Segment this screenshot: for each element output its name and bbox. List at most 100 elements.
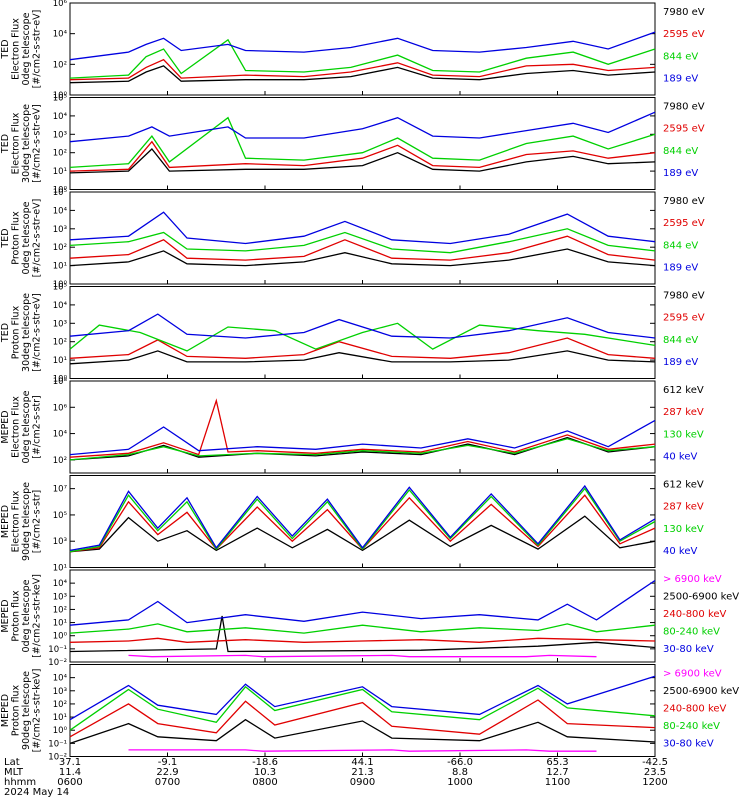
footer-hhmm-value: 0800 [252,777,277,788]
y-tick-label: 10⁸ [53,377,68,387]
y-axis-label-line: [#/cm2-s-str-keV] [32,669,43,753]
y-axis-label-line: Proton flux [11,590,22,642]
series-line [69,38,656,79]
footer-hhmm-value: 1000 [447,777,472,788]
y-tick-label: 10⁶ [53,403,68,413]
footer-row-label-lat: Lat [4,757,20,768]
series-line [69,148,656,174]
y-tick-label: 10³ [53,537,67,547]
series-line [69,579,656,626]
y-tick-label: 10⁵ [53,188,67,198]
y-tick-label: 10⁰ [53,280,68,290]
footer-mlt-value: 10.3 [254,767,276,778]
y-tick-label: 10⁻² [48,658,67,668]
y-axis-label-line: 0deg telescope [21,12,32,85]
y-tick-label: 10² [53,338,67,348]
panel-6: 10¹ 10³ 10⁵ 10⁷ MEPED Electron Flux 90deg tele… [0,475,704,574]
panel-frame [69,191,656,285]
legend-entry: 612 keV [663,385,704,396]
y-tick-label: 10⁷ [53,485,68,495]
y-axis-label-line: Proton Flux [11,305,22,359]
footer-mlt-value: 8.8 [452,767,468,778]
y-axis-label-line: [#/cm2-s-str-eV] [32,293,43,372]
series-line [69,675,656,721]
y-axis-label-line: 90deg telescope [21,671,32,750]
legend-entry: 612 keV [663,480,704,491]
legend-entry: 189 eV [663,168,698,179]
panel-frame [69,97,656,190]
series-line [69,228,656,254]
y-tick-label: 10⁴ [53,301,68,311]
y-axis-label-line: 30deg telescope [21,293,32,372]
legend-entry: 40 keV [663,451,697,462]
y-axis-label-line: 90deg telescope [21,482,32,561]
y-axis-label-line: Electron Flux [11,490,22,552]
y-tick-label: 10² [53,456,67,466]
y-tick-label: 10⁵ [53,94,67,104]
y-axis-label-line: TED [0,323,11,343]
legend-entry: > 6900 keV [663,669,722,680]
y-tick-label: 10² [53,243,67,253]
footer-date: 2024 May 14 [4,787,70,798]
y-axis-label-line: Electron Flux [11,112,22,174]
y-tick-label: 10⁰ [53,726,68,736]
legend-entry: 130 keV [663,429,704,440]
footer-lat-value: -66.0 [447,757,473,768]
legend-entry: 844 eV [663,240,698,251]
series-line [69,211,656,245]
series-line [69,699,656,738]
panel-8: 10⁻² 10⁻¹ 10⁰ 10¹ 10² 10³ 10⁴ MEPED Proton flux 9… [0,664,739,763]
footer-lat-value: 37.1 [59,757,81,768]
legend-entry: 287 keV [663,407,704,418]
legend-entry: 189 eV [663,262,698,273]
series-line [69,313,656,339]
legend-entry: 2595 eV [663,218,705,229]
series-line [69,436,656,461]
y-tick-label: 10³ [53,687,67,697]
legend-entry: 2500-6900 keV [663,591,739,602]
y-axis-label: MEPED Electron Flux 0deg telescope [#/cm2-s… [0,390,43,463]
legend-entry: 844 eV [663,335,698,346]
series-line [69,116,656,169]
footer-mlt-value: 23.5 [644,767,666,778]
legend-entry: 7980 eV [663,291,705,302]
series-line [69,718,656,745]
footer-hhmm-value: 0700 [155,777,180,788]
panel-frame [69,569,656,663]
legend-entry: 844 eV [663,51,698,62]
series-line [69,65,656,84]
y-tick-label: 10⁴ [53,30,68,40]
legend-entry: 2595 eV [663,29,705,40]
y-tick-label: 10⁻¹ [48,645,67,655]
y-tick-label: 10⁵ [53,511,67,521]
y-axis-label-line: TED [0,228,11,248]
y-tick-label: 10² [53,700,67,710]
y-axis-label-line: Electron Flux [11,18,22,80]
legend-entry: 844 eV [663,146,698,157]
y-axis-label: MEPED Electron Flux 90deg telescope [#/cm2-… [0,482,43,561]
panel-frame [69,380,656,474]
series-line [69,31,656,61]
footer-hhmm-value: 0600 [57,777,82,788]
y-tick-label: 10¹ [53,713,67,723]
y-axis-label-line: TED [0,39,11,59]
y-axis-label-line: Proton Flux [11,211,22,265]
y-axis-label-line: MEPED [0,410,11,443]
y-tick-label: 10³ [53,225,67,235]
y-tick-label: 10⁻¹ [48,739,67,749]
series-line [69,350,656,365]
series-line [128,749,597,752]
footer-hhmm-value: 0900 [350,777,375,788]
legend-entry: 2500-6900 keV [663,686,739,697]
panel-5: 10² 10⁴ 10⁶ 10⁸ MEPED Electron Flux 0deg teles… [0,377,704,474]
footer-mlt-value: 21.3 [351,767,373,778]
legend-entry: 40 keV [663,546,697,557]
series-line [69,515,656,553]
y-axis-label-line: [#/cm2-s-str] [32,490,43,553]
y-axis-label-line: 0deg telescope [21,390,32,463]
legend-entry: 130 keV [663,524,704,535]
y-axis-label-line: [#/cm2-s-str-eV] [32,104,43,183]
y-axis-label-line: Electron Flux [11,396,22,458]
y-axis-label-line: 0deg telescope [21,201,32,274]
y-tick-label: 10⁴ [53,430,68,440]
